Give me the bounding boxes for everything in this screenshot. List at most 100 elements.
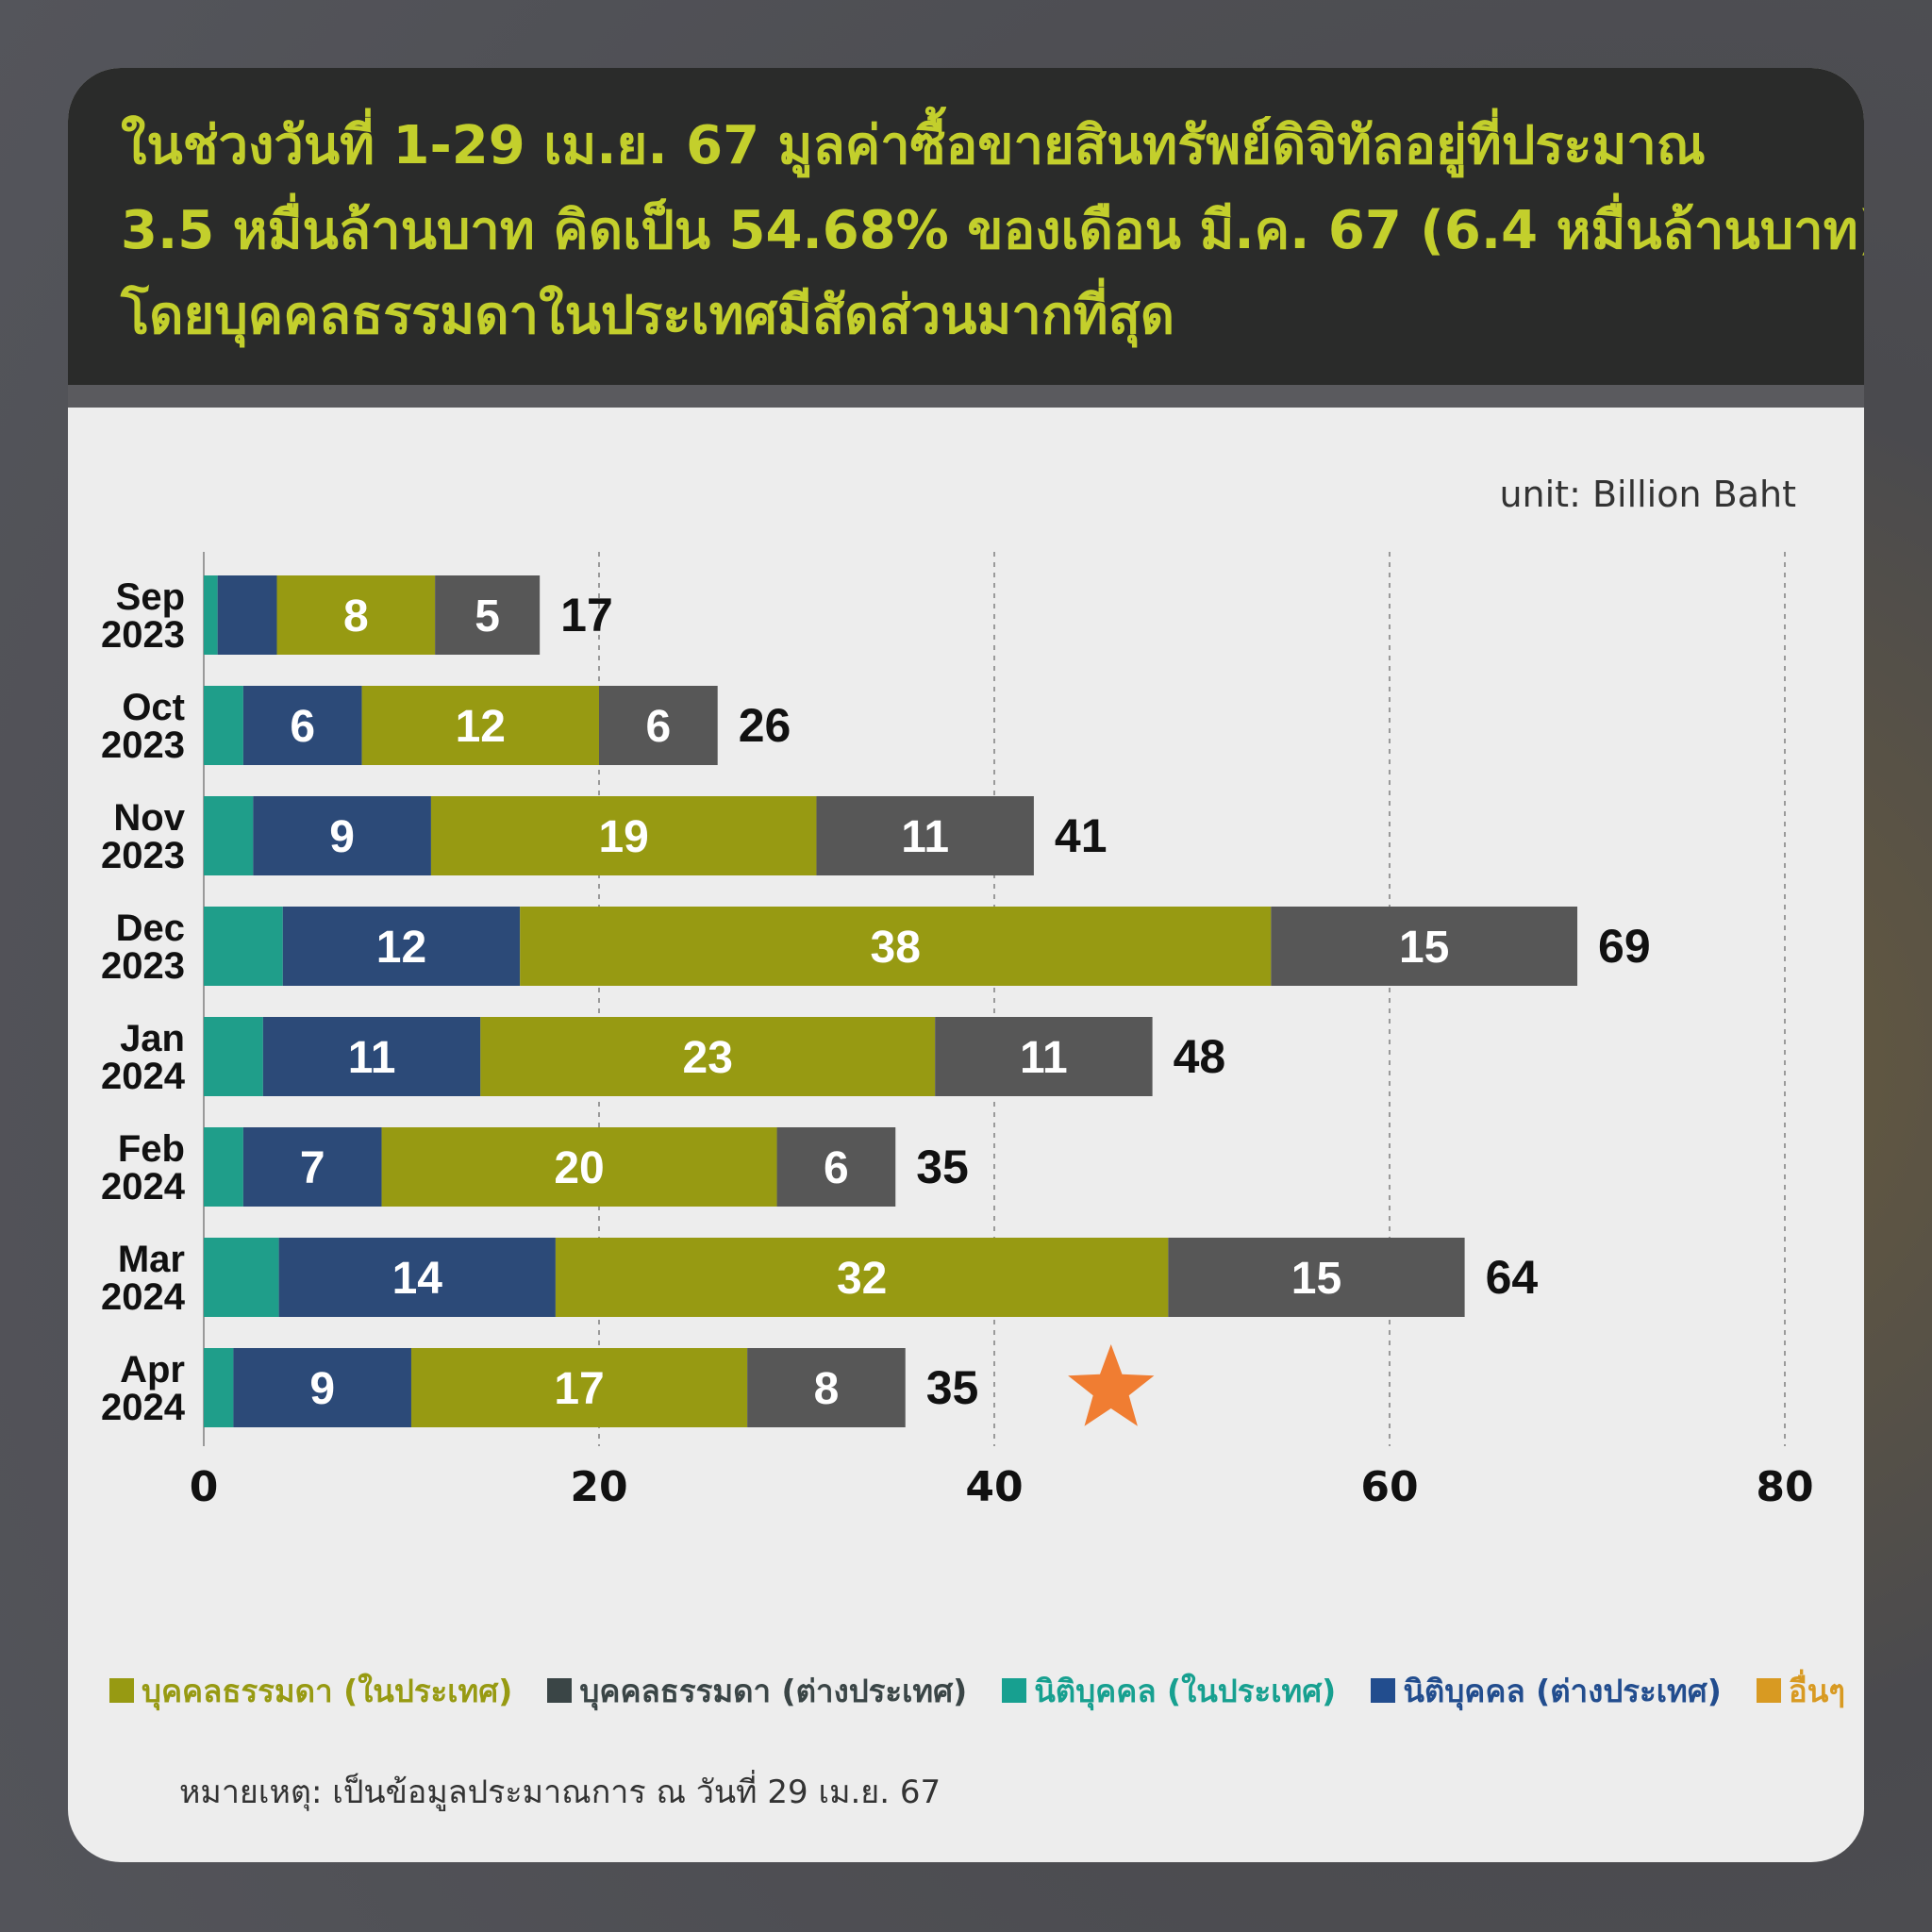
- category-label: Apr 2024: [101, 1349, 186, 1428]
- total-data-label: 35: [916, 1141, 969, 1193]
- bar-segment: [935, 1017, 1153, 1096]
- bar-segment: [282, 907, 521, 986]
- legend-entry: บุคคลธรรมดา (ในประเทศ): [109, 1666, 512, 1716]
- segment-data-label: 9: [329, 812, 355, 862]
- bar-segment: [204, 1127, 243, 1207]
- headline-line-2: 3.5 หมื่นล้านบาท คิดเป็น 54.68% ของเดือน…: [121, 200, 1864, 261]
- total-data-label: 17: [560, 589, 613, 641]
- segment-data-label: 38: [871, 923, 921, 973]
- bar-segment: [747, 1348, 906, 1427]
- bar-segment: [204, 1348, 234, 1427]
- legend-entry: นิติบุคคล (ในประเทศ): [1002, 1666, 1336, 1716]
- star-icon: [1068, 1344, 1155, 1426]
- unit-label: unit: Billion Baht: [1499, 474, 1796, 515]
- headline-line-3: โดยบุคคลธรรมดาในประเทศมีสัดส่วนมากที่สุด: [121, 285, 1175, 346]
- segment-data-label: 11: [901, 812, 949, 862]
- x-tick-label: 20: [570, 1463, 627, 1511]
- segment-data-label: 8: [343, 591, 369, 641]
- bar-segment: [204, 1017, 263, 1096]
- bar-segment: [204, 1238, 279, 1317]
- legend-label: บุคคลธรรมดา (ในประเทศ): [142, 1672, 513, 1709]
- bar-segment: [410, 1348, 748, 1427]
- bar-segment: [276, 575, 436, 655]
- bar-segment: [435, 575, 541, 655]
- segment-data-label: 20: [554, 1143, 604, 1193]
- legend-label: นิติบุคคล (ต่างประเทศ): [1403, 1672, 1722, 1709]
- category-label: Sep 2023: [101, 576, 185, 656]
- bar-segment: [253, 796, 431, 875]
- bar-segment: [242, 686, 362, 765]
- segment-data-label: 19: [598, 812, 648, 862]
- x-tick-label: 0: [190, 1463, 219, 1511]
- footnote: หมายเหตุ: เป็นข้อมูลประมาณการ ณ วันที่ 2…: [179, 1774, 941, 1811]
- segment-data-label: 12: [456, 702, 506, 752]
- total-data-label: 48: [1174, 1030, 1226, 1083]
- chart-card: ในช่วงวันที่ 1-29 เม.ย. 67 มูลค่าซื้อขาย…: [68, 68, 1864, 1862]
- total-data-label: 69: [1598, 920, 1651, 973]
- bar-segment: [242, 1127, 382, 1207]
- segment-data-label: 15: [1399, 923, 1449, 973]
- category-label: Oct 2023: [101, 687, 185, 766]
- stacked-bar-chart: 0 20 40 60 80 Sep 2023 8 5 17 Oct 2023 6 12 6 26 Nov 2023…: [101, 552, 1814, 1511]
- bar-segment: [204, 575, 218, 655]
- segment-data-label: 14: [392, 1254, 443, 1304]
- category-label: Feb 2024: [101, 1128, 186, 1208]
- segment-data-label: 15: [1291, 1254, 1341, 1304]
- bar-segment: [204, 796, 254, 875]
- segment-data-label: 32: [837, 1254, 887, 1304]
- bar-segment: [233, 1348, 411, 1427]
- legend-entry: นิติบุคคล (ต่างประเทศ): [1371, 1666, 1722, 1716]
- segment-data-label: 5: [475, 591, 500, 641]
- segment-data-label: 6: [824, 1143, 849, 1193]
- banner-divider: [68, 385, 1864, 408]
- legend-label: อื่นๆ: [1788, 1672, 1845, 1709]
- segment-data-label: 6: [290, 702, 315, 752]
- bar-segment: [480, 1017, 936, 1096]
- legend-label: บุคคลธรรมดา (ต่างประเทศ): [579, 1672, 968, 1709]
- bar-segment: [278, 1238, 556, 1317]
- segment-data-label: 6: [645, 702, 671, 752]
- bar-segment: [217, 575, 277, 655]
- segment-data-label: 8: [814, 1364, 840, 1414]
- segment-data-label: 23: [683, 1033, 733, 1083]
- legend-swatch: [1002, 1678, 1027, 1703]
- segment-data-label: 9: [309, 1364, 335, 1414]
- segment-data-label: 11: [1020, 1033, 1068, 1083]
- category-label: Jan 2024: [101, 1018, 186, 1097]
- total-data-label: 26: [739, 699, 791, 752]
- headline: ในช่วงวันที่ 1-29 เม.ย. 67 มูลค่าซื้อขาย…: [121, 104, 1864, 358]
- total-data-label: 35: [926, 1361, 979, 1414]
- bar-segment: [520, 907, 1272, 986]
- headline-banner: ในช่วงวันที่ 1-29 เม.ย. 67 มูลค่าซื้อขาย…: [68, 68, 1864, 385]
- legend-entry: บุคคลธรรมดา (ต่างประเทศ): [547, 1666, 967, 1716]
- bar-segment: [361, 686, 599, 765]
- x-tick-label: 80: [1756, 1463, 1813, 1511]
- x-tick-label: 60: [1360, 1463, 1418, 1511]
- bar-segment: [204, 686, 243, 765]
- bar-segment: [262, 1017, 481, 1096]
- category-label: Dec 2023: [101, 908, 185, 987]
- bar-segment: [599, 686, 718, 765]
- bar-segment: [430, 796, 817, 875]
- legend-swatch: [1756, 1678, 1781, 1703]
- headline-line-1: ในช่วงวันที่ 1-29 เม.ย. 67 มูลค่าซื้อขาย…: [121, 115, 1706, 176]
- bar-segment: [555, 1238, 1169, 1317]
- bar-segment: [1168, 1238, 1465, 1317]
- category-label: Nov 2023: [101, 797, 186, 876]
- total-data-label: 41: [1055, 809, 1108, 862]
- legend-label: นิติบุคคล (ในประเทศ): [1034, 1672, 1337, 1709]
- legend-entry: อื่นๆ: [1756, 1666, 1845, 1716]
- category-label: Mar 2024: [101, 1239, 186, 1318]
- bar-segment: [381, 1127, 777, 1207]
- segment-data-label: 17: [554, 1364, 604, 1414]
- legend-swatch: [109, 1678, 134, 1703]
- legend-swatch: [547, 1678, 573, 1703]
- segment-data-label: 7: [300, 1143, 325, 1193]
- bar-segment: [1271, 907, 1578, 986]
- bar-segment: [776, 1127, 896, 1207]
- segment-data-label: 12: [376, 923, 426, 973]
- bar-segment: [204, 907, 283, 986]
- chart-legend: บุคคลธรรมดา (ในประเทศ) บุคคลธรรมดา (ต่างป…: [109, 1662, 1845, 1719]
- segment-data-label: 11: [348, 1033, 396, 1083]
- total-data-label: 64: [1486, 1251, 1539, 1304]
